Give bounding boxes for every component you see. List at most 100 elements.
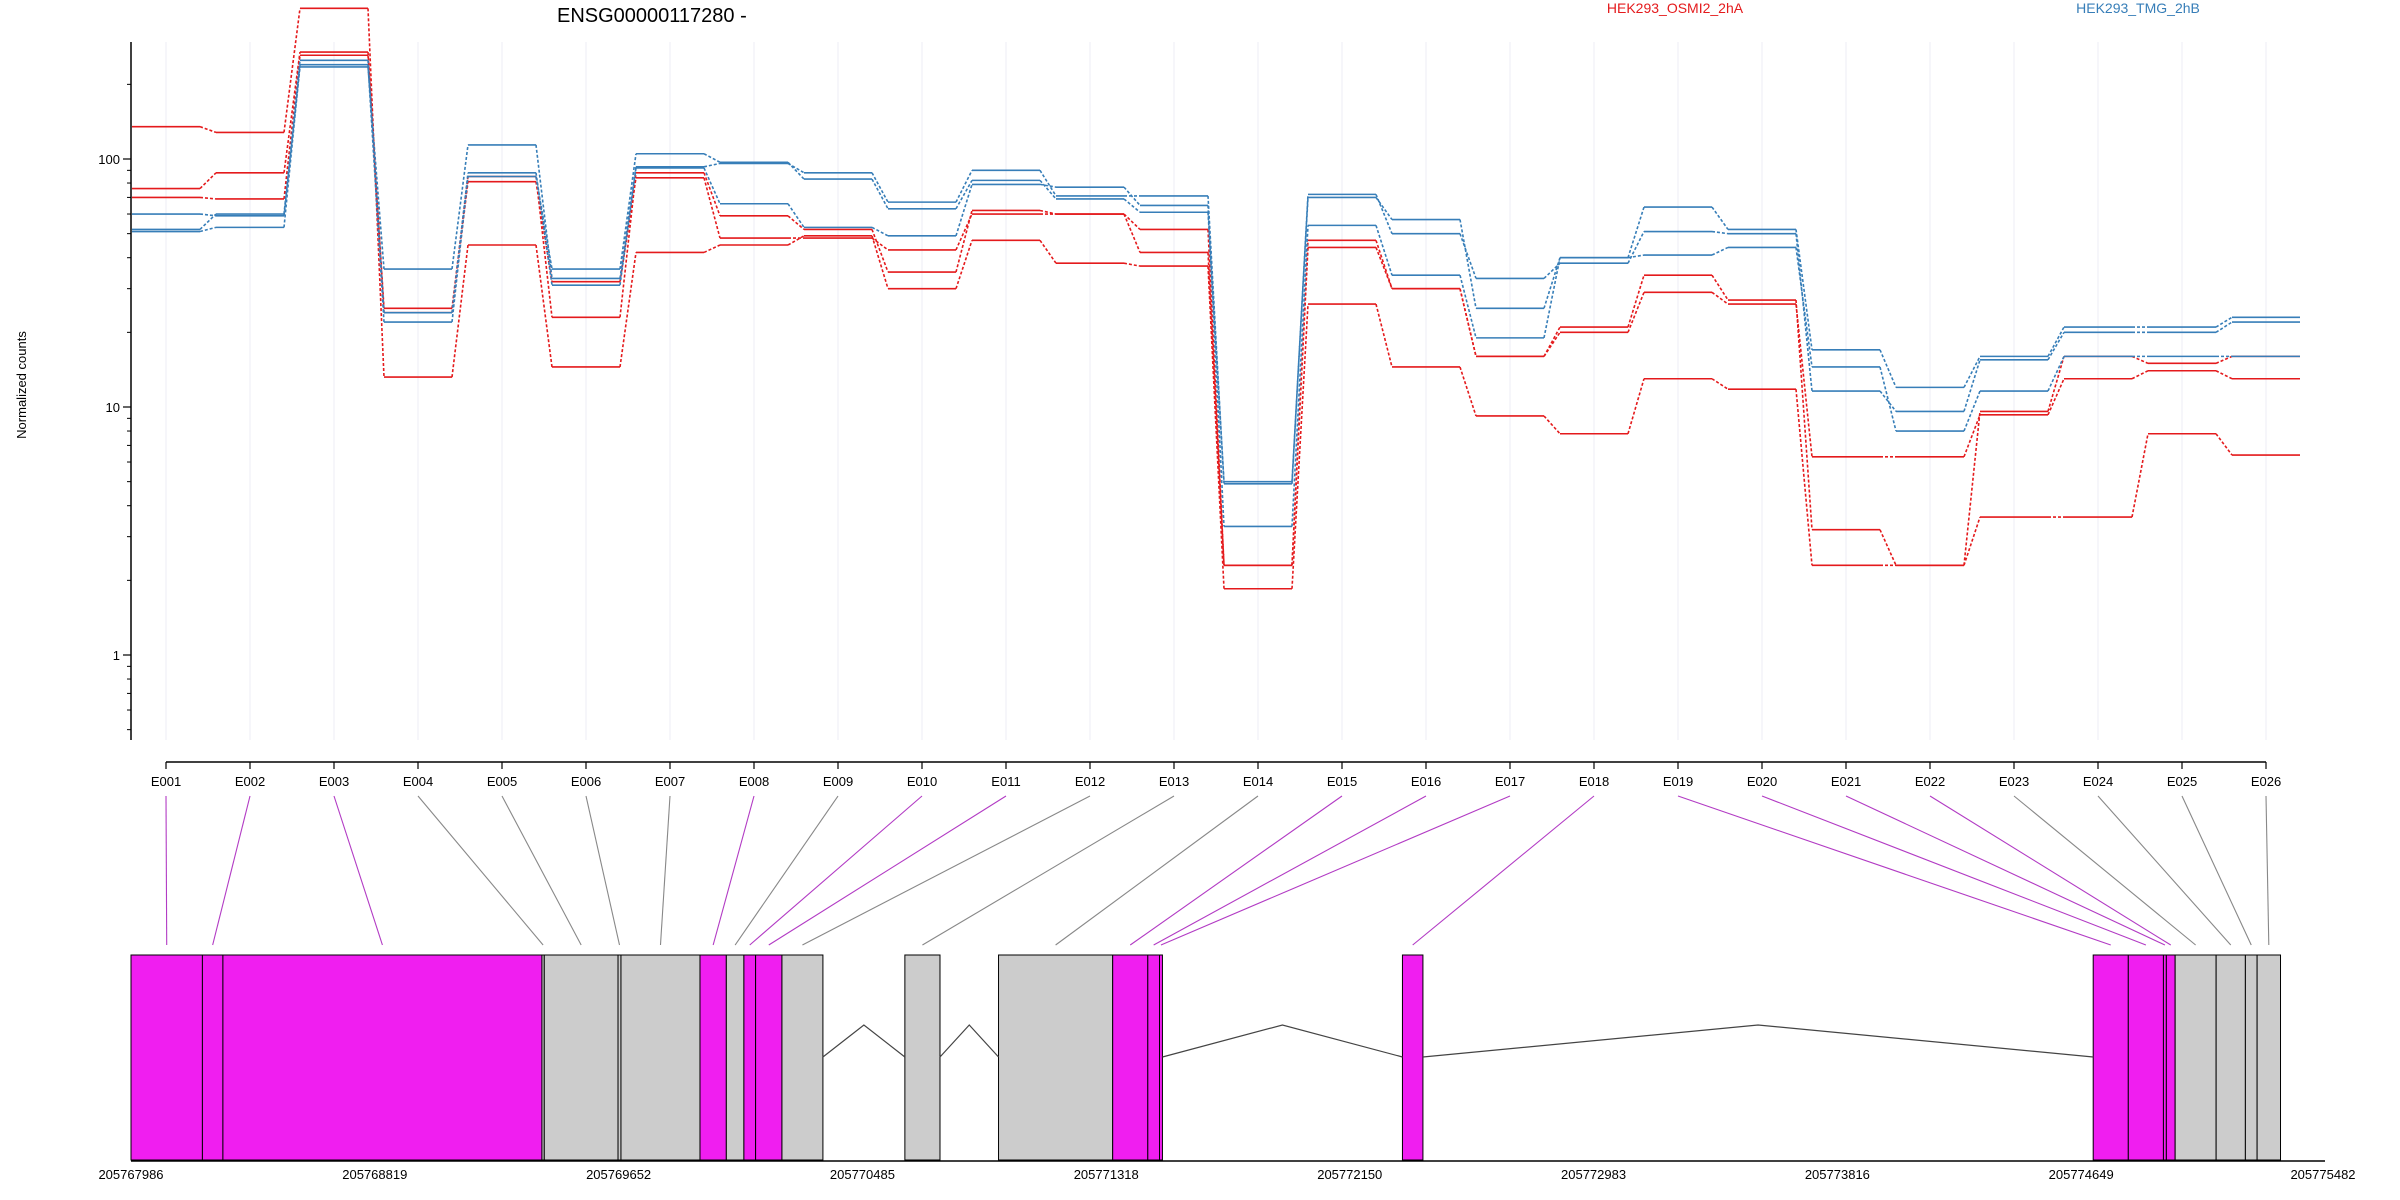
series-connector: [871, 229, 889, 273]
exon-block: [725, 954, 745, 1161]
x-tick-label: E002: [235, 774, 265, 789]
exon-connector: [1160, 795, 1511, 946]
series-connector: [1795, 299, 1813, 530]
series-connector: [2215, 355, 2233, 365]
series-connector: [1543, 331, 1561, 357]
series-connector: [1459, 366, 1477, 417]
exon-connector: [212, 795, 251, 946]
coordinate-tick-label: 205772983: [1561, 1167, 1626, 1182]
x-tick-label: E005: [487, 774, 517, 789]
x-tick-label: E025: [2167, 774, 2197, 789]
exon-connector: [1412, 795, 1595, 946]
series-connector: [1459, 274, 1477, 339]
exon-block: [2127, 954, 2164, 1161]
series-connector: [955, 179, 973, 210]
series-connector: [1711, 230, 1729, 235]
series-connector: [1291, 225, 1309, 527]
series-connector: [283, 60, 301, 215]
series-connector: [871, 226, 889, 237]
y-tick-label: 100: [98, 152, 120, 167]
coordinate-tick-label: 205772150: [1317, 1167, 1382, 1182]
series-connector: [1207, 266, 1225, 589]
series-connector: [199, 172, 217, 190]
x-tick-label: E006: [571, 774, 601, 789]
x-tick-label: E010: [907, 774, 937, 789]
series-connector: [1879, 529, 1897, 566]
series-connector: [367, 60, 385, 313]
exon-connector: [922, 795, 1175, 946]
x-tick-label: E014: [1243, 774, 1273, 789]
series-connector: [1795, 389, 1813, 566]
exon-connector: [417, 795, 544, 946]
series-connector: [787, 161, 805, 180]
exon-block: [2165, 954, 2176, 1161]
coordinate-tick-label: 205774649: [2049, 1167, 2114, 1182]
exon-block: [2215, 954, 2246, 1161]
series-connector: [199, 196, 217, 200]
series-connector: [2215, 321, 2233, 334]
exon-block: [2256, 954, 2282, 1161]
chart-title: ENSG00000117280 -: [557, 5, 747, 27]
series-HEK293_TMG_2hB: [132, 59, 2300, 528]
x-tick-label: E017: [1495, 774, 1525, 789]
series-connector: [1543, 257, 1561, 309]
series-connector: [1207, 195, 1225, 484]
series-connector: [1375, 196, 1393, 221]
series-connector: [1963, 356, 1981, 388]
series-connector: [1963, 359, 1981, 412]
series-connector: [1375, 225, 1393, 276]
exon-connector: [659, 795, 671, 946]
series-connector: [2215, 316, 2233, 328]
series-connector: [1207, 205, 1225, 527]
series-connector: [367, 66, 385, 270]
series-connector: [1123, 198, 1141, 213]
x-tick-label: E011: [991, 774, 1020, 789]
exon-connector: [712, 795, 755, 946]
exon-connector: [768, 795, 1007, 946]
coordinate-tick-label: 205767986: [98, 1167, 163, 1182]
exon-block: [755, 954, 783, 1161]
series-connector: [1123, 213, 1141, 253]
series-connector: [451, 172, 469, 313]
coordinate-tick-label: 205769652: [586, 1167, 651, 1182]
series-connector: [871, 237, 889, 251]
exon-connector: [2265, 795, 2270, 946]
series-connector: [2131, 355, 2149, 365]
x-tick-label: E026: [2251, 774, 2281, 789]
x-tick-label: E020: [1747, 774, 1777, 789]
exon-block: [1147, 954, 1161, 1161]
series-connector: [199, 226, 217, 233]
x-axis: E001 E002 E003 E004 E005 E006 E007 E008 E009 E010…: [151, 761, 2281, 789]
series-connector: [703, 244, 721, 254]
series-connector: [1291, 194, 1309, 484]
coordinate-tick-label: 205775482: [2290, 1167, 2355, 1182]
series-connector: [1795, 233, 1813, 392]
series-connector: [2131, 370, 2149, 380]
coordinate-tick-label: 205771318: [1074, 1167, 1139, 1182]
series-connector: [1627, 254, 1645, 259]
x-tick-label: E018: [1579, 774, 1609, 789]
series-connector: [199, 125, 217, 134]
exon-connectors: [165, 795, 2270, 946]
series-connector: [703, 167, 721, 205]
x-tick-label: E004: [403, 774, 433, 789]
series-connector: [1963, 390, 1981, 432]
series-connector: [1711, 274, 1729, 301]
series-connector: [1711, 378, 1729, 390]
series-connector: [535, 176, 553, 270]
x-tick-label: E015: [1327, 774, 1357, 789]
series-connector: [955, 240, 973, 289]
series-connector: [1795, 304, 1813, 457]
series-connector: [1711, 291, 1729, 305]
exon-block: [904, 954, 941, 1161]
y-axis-label: Normalized counts: [14, 331, 29, 439]
exon-connector: [1153, 795, 1427, 946]
series-connector: [1627, 231, 1645, 264]
x-tick-label: E022: [1915, 774, 1945, 789]
exon-connector: [2181, 795, 2252, 946]
x-tick-label: E012: [1075, 774, 1105, 789]
series-connector: [871, 172, 889, 203]
exon-connector: [1055, 795, 1259, 946]
x-tick-label: E008: [739, 774, 769, 789]
series-connector: [787, 215, 805, 231]
